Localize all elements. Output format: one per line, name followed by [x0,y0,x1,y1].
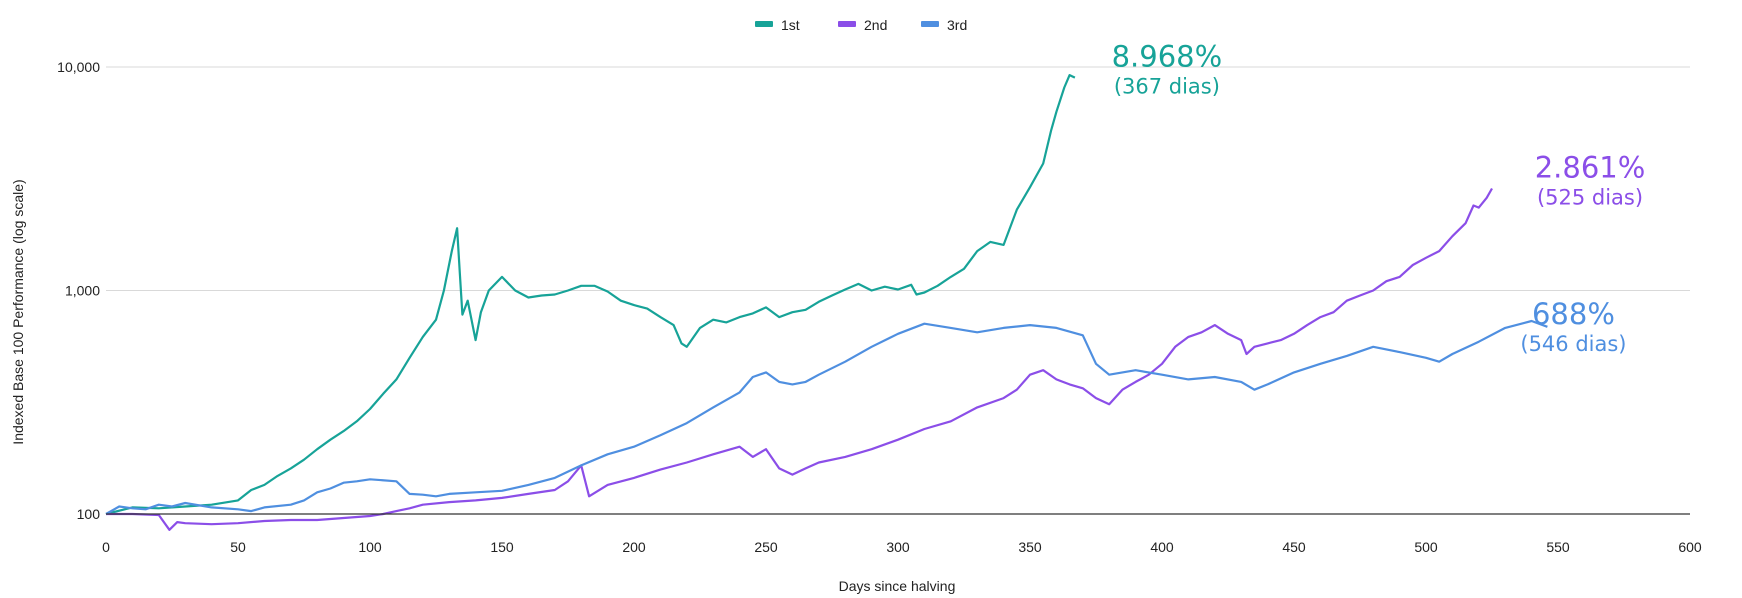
y-tick-label: 10,000 [57,59,100,75]
x-tick-label: 100 [358,539,382,555]
legend-swatch-1st [755,21,773,27]
series-line-3rd [105,319,1548,515]
x-tick-label: 550 [1546,539,1570,555]
legend-label-1st: 1st [781,17,800,33]
x-tick-label: 400 [1150,539,1174,555]
x-tick-label: 600 [1678,539,1702,555]
x-tick-label: 350 [1018,539,1042,555]
x-tick-label: 500 [1414,539,1438,555]
annotation-value-3rd: 688% [1532,297,1615,331]
annotation-value-1st: 8.968% [1112,40,1223,74]
x-tick-label: 300 [886,539,910,555]
legend: 1st 2nd 3rd [755,17,967,33]
x-tick-label: 150 [490,539,514,555]
x-tick-label: 200 [622,539,646,555]
series-lines [105,74,1548,531]
annotation-days-3rd: (546 dias) [1520,332,1626,356]
y-tick-label: 1,000 [65,283,100,299]
series-line-2nd [106,187,1493,531]
series-end-annotations: 8.968%(367 dias) 2.861%(525 dias) 688%(546… [1112,40,1646,356]
x-tick-label: 50 [230,539,246,555]
gridlines [106,66,1690,291]
x-tick-label: 450 [1282,539,1306,555]
annotation-value-2nd: 2.861% [1535,150,1646,184]
x-axis-title: Days since halving [839,578,956,594]
y-axis-ticks: 100 1,000 10,000 [57,59,100,522]
annotation-days-1st: (367 dias) [1114,75,1220,99]
legend-label-3rd: 3rd [947,17,967,33]
y-axis-title: Indexed Base 100 Performance (log scale) [10,179,26,444]
x-axis-ticks: 0 50 100 150 200 250 300 350 400 450 500 550 600 [102,539,1702,555]
series-line-1st [105,74,1076,516]
y-tick-label: 100 [77,506,101,522]
x-tick-label: 0 [102,539,110,555]
legend-swatch-3rd [921,21,939,27]
legend-label-2nd: 2nd [864,17,887,33]
annotation-days-2nd: (525 dias) [1537,185,1643,209]
legend-swatch-2nd [838,21,856,27]
x-tick-label: 250 [754,539,778,555]
